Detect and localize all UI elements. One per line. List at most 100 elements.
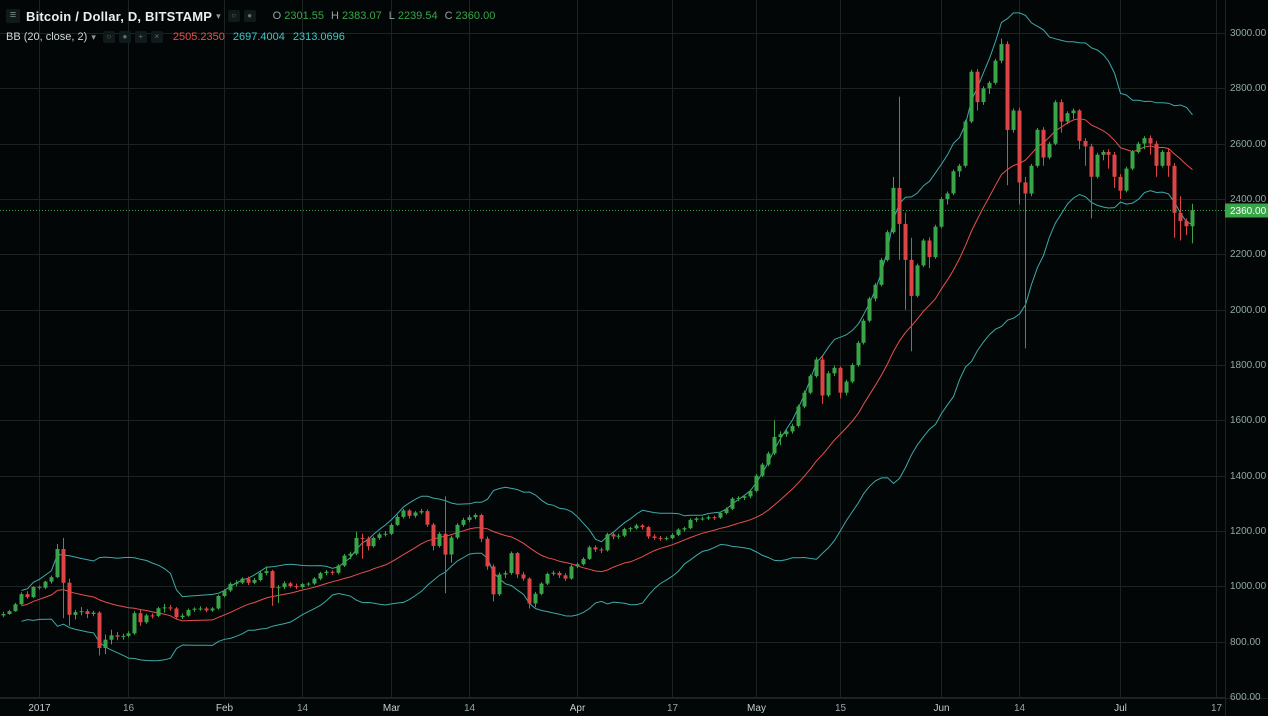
symbol-chevron-down-icon[interactable]: ▾ (216, 10, 221, 21)
candle (330, 570, 335, 575)
candle (234, 580, 239, 587)
candle (91, 610, 96, 617)
candle (73, 609, 78, 620)
candle (766, 451, 771, 467)
candle (646, 526, 651, 539)
series-gear-icon[interactable]: ● (243, 10, 256, 22)
candle (168, 605, 173, 611)
candle (109, 629, 114, 645)
time-axis-label: 17 (1211, 703, 1223, 714)
price-axis-label: 1800.00 (1230, 360, 1267, 371)
candle (611, 532, 616, 540)
candle (461, 517, 466, 527)
candle (1041, 127, 1046, 166)
price-axis-label: 2400.00 (1230, 194, 1267, 205)
candle (503, 570, 508, 578)
candle (407, 509, 412, 519)
indicator-close-icon[interactable]: × (150, 31, 163, 43)
candle (1077, 109, 1082, 150)
candle (395, 514, 400, 526)
candle (527, 577, 532, 609)
candle (103, 634, 108, 655)
time-axis-label: Jul (1114, 703, 1127, 714)
candle (401, 508, 406, 519)
price-axis-label: 2600.00 (1230, 139, 1267, 150)
candle (342, 554, 347, 567)
indicator-chevron-down-icon[interactable]: ▾ (91, 31, 96, 42)
candle (1017, 107, 1022, 205)
candle (850, 363, 855, 384)
candle (413, 511, 418, 518)
time-axis[interactable]: 2017 16 Feb 14 Mar 14 Apr 17 May 15 Jun 14 Jul 17 (28, 703, 1222, 714)
candle (7, 609, 12, 615)
candle (778, 431, 783, 446)
time-axis-label: 14 (464, 703, 476, 714)
candle (485, 536, 490, 570)
candle (915, 263, 920, 298)
candle (856, 340, 861, 367)
candle (180, 613, 185, 619)
candle (150, 613, 155, 619)
candle (694, 517, 699, 523)
candles-layer[interactable] (1, 38, 1195, 656)
candle (491, 564, 496, 602)
candle (897, 96, 902, 260)
candle (67, 578, 72, 626)
candle (545, 572, 550, 585)
candle (802, 390, 807, 409)
candle (121, 633, 126, 640)
candle (879, 257, 884, 287)
candle (730, 497, 735, 510)
price-axis-label: 2000.00 (1230, 305, 1267, 316)
candle (587, 545, 592, 560)
candle (1071, 108, 1076, 119)
indicator-gear-icon[interactable]: ● (118, 31, 131, 43)
candle (79, 607, 84, 616)
candle (1101, 150, 1106, 161)
candle (246, 576, 251, 585)
menu-icon[interactable]: ≡ (6, 9, 20, 23)
price-axis-label: 800.00 (1230, 637, 1261, 648)
candle (760, 462, 765, 478)
candle (1136, 141, 1141, 154)
symbol-title[interactable]: Bitcoin / Dollar, D, BITSTAMP (26, 8, 213, 24)
candle (324, 570, 329, 576)
candle (138, 609, 143, 626)
candle (360, 533, 365, 559)
candle (270, 569, 275, 606)
bb-lower-line (21, 190, 1193, 662)
candle (1083, 138, 1088, 166)
candle (515, 552, 520, 578)
open-label: O (272, 10, 282, 22)
candle (832, 365, 837, 377)
candle (1160, 150, 1165, 168)
candle (443, 496, 448, 594)
candle (61, 537, 66, 619)
bb-lower-value: 2313.0696 (292, 31, 345, 43)
candle (162, 604, 167, 613)
candle (419, 508, 424, 515)
candle (670, 533, 675, 540)
candle (748, 489, 753, 499)
price-axis[interactable]: 600.00 800.00 1000.00 1200.00 1400.00 1600.00… (1230, 28, 1267, 703)
candle (1011, 108, 1016, 133)
candle (844, 379, 849, 396)
indicator-plus-icon[interactable]: + (134, 31, 147, 43)
candle (25, 591, 30, 599)
time-axis-label: 14 (297, 703, 309, 714)
candle (49, 575, 54, 584)
candle (509, 551, 514, 575)
price-axis-label: 2200.00 (1230, 249, 1267, 260)
indicator-title[interactable]: BB (20, close, 2) (6, 31, 88, 43)
candle (945, 191, 950, 205)
candle (1148, 135, 1153, 155)
series-eye-icon[interactable]: ○ (227, 10, 240, 22)
time-axis-label: 14 (1014, 703, 1026, 714)
candle (658, 536, 663, 541)
bb-basis-line (21, 118, 1193, 622)
candle (724, 507, 729, 515)
price-axis-label: 1400.00 (1230, 471, 1267, 482)
candle (605, 532, 610, 552)
indicator-eye-icon[interactable]: ○ (102, 31, 115, 43)
